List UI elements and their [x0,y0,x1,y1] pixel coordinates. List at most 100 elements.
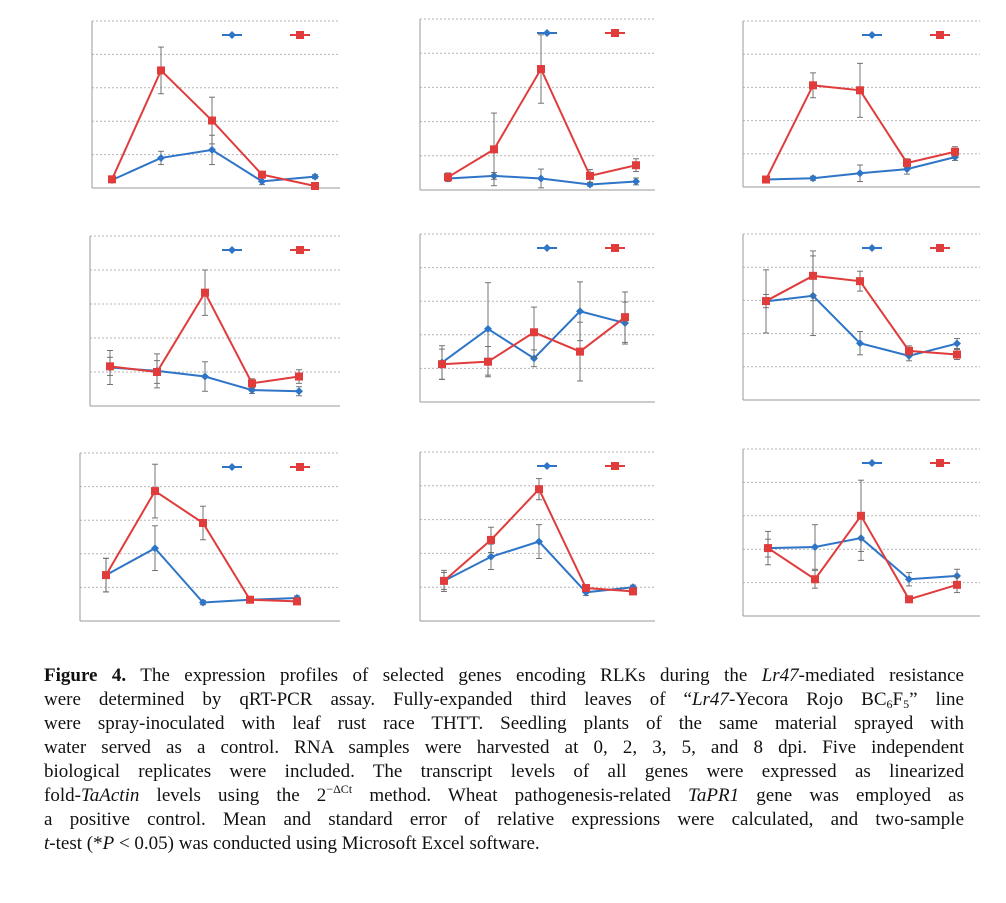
chart-panel-8 [419,451,655,622]
legend-marker [228,31,236,39]
data-point [537,65,545,74]
data-point [953,350,961,359]
data-point [199,519,207,527]
caption-line: biological replicates were included. The… [44,760,964,784]
caption-text: Lr47 [761,665,799,686]
caption-text: -mediated resistance [798,665,964,686]
data-point [153,368,161,376]
data-point [905,346,913,355]
data-point [246,595,254,604]
caption-text: F [892,689,904,710]
data-point [632,177,640,186]
legend-marker [543,29,551,37]
figure-panels [79,18,980,622]
data-point [293,597,301,606]
data-point [632,161,640,170]
data-point [484,357,492,366]
series-line [105,546,298,604]
legend-marker [228,463,236,471]
caption-line: t-test (*P < 0.05) was conducted using M… [44,832,964,856]
data-point [764,544,772,553]
data-point [857,511,865,520]
data-point [809,174,817,183]
caption-text: -test (* [49,833,103,854]
data-point [535,485,543,494]
series-water [106,350,303,397]
data-point [953,571,961,580]
data-point [199,598,207,607]
legend [862,244,950,252]
data-point [208,116,216,125]
caption-text: gene was employed as [739,785,964,806]
data-point [811,575,819,584]
series-line [447,66,637,179]
chart-panel-1 [91,20,340,190]
legend-marker [543,244,551,252]
data-point [582,584,590,593]
caption-line: fold-TaActin levels using the 2−ΔCt meth… [44,783,964,808]
caption-label: Figure 4. [44,665,127,686]
legend [537,462,625,470]
caption-line: were spray-inoculated with leaf rust rac… [44,712,964,736]
series-pt [762,250,961,360]
data-point [108,175,116,184]
series-pt [764,479,961,604]
caption-text: Lr47 [691,689,729,710]
chart-panel-9 [742,448,980,617]
caption-text: water served as a control. RNA samples w… [44,737,964,758]
data-point [157,153,165,162]
data-point [535,537,543,546]
data-point [295,387,303,396]
legend-marker [936,244,944,252]
series-pt [444,34,640,187]
data-point [856,169,864,178]
data-point [157,66,165,75]
legend [222,31,310,39]
legend [862,459,950,467]
caption-text: -Yecora Rojo BC [728,689,887,710]
legend [222,246,310,254]
data-point [905,595,913,604]
data-point [629,587,637,596]
chart-panel-4 [89,235,340,407]
data-point [151,544,159,553]
data-point [208,145,216,154]
legend-marker [868,31,876,39]
chart-panel-2 [419,18,655,191]
series-water [108,134,319,186]
legend-marker [543,462,551,470]
caption-text: levels using the 2 [139,785,327,806]
caption-text: 5 [903,697,910,711]
data-point [856,277,864,286]
caption-text: were spray-inoculated with leaf rust rac… [44,713,964,734]
legend [537,244,625,252]
caption-line: a positive control. Mean and standard er… [44,808,964,832]
data-point [953,339,961,348]
data-point [856,86,864,95]
data-point [201,372,209,381]
caption-line: were determined by qRT-PCR assay. Fully-… [44,688,964,712]
data-point [576,347,584,356]
data-point [484,324,492,333]
data-point [905,575,913,584]
data-point [487,552,495,561]
caption-text: a positive control. Mean and standard er… [44,809,964,830]
data-point [311,172,319,181]
legend-marker [868,459,876,467]
series-pt [438,291,629,382]
data-point [444,173,452,182]
data-point [490,145,498,154]
caption-text: method. Wheat pathogenesis-related [352,785,689,806]
chart-panel-3 [742,20,980,188]
data-point [809,271,817,280]
legend-marker [936,459,944,467]
series-line [765,294,958,357]
data-point [762,297,770,306]
legend-marker [228,246,236,254]
series-pt [108,46,319,190]
data-point [903,158,911,167]
data-point [151,487,159,496]
data-point [440,576,448,585]
series-water [440,524,637,597]
data-point [311,181,319,190]
